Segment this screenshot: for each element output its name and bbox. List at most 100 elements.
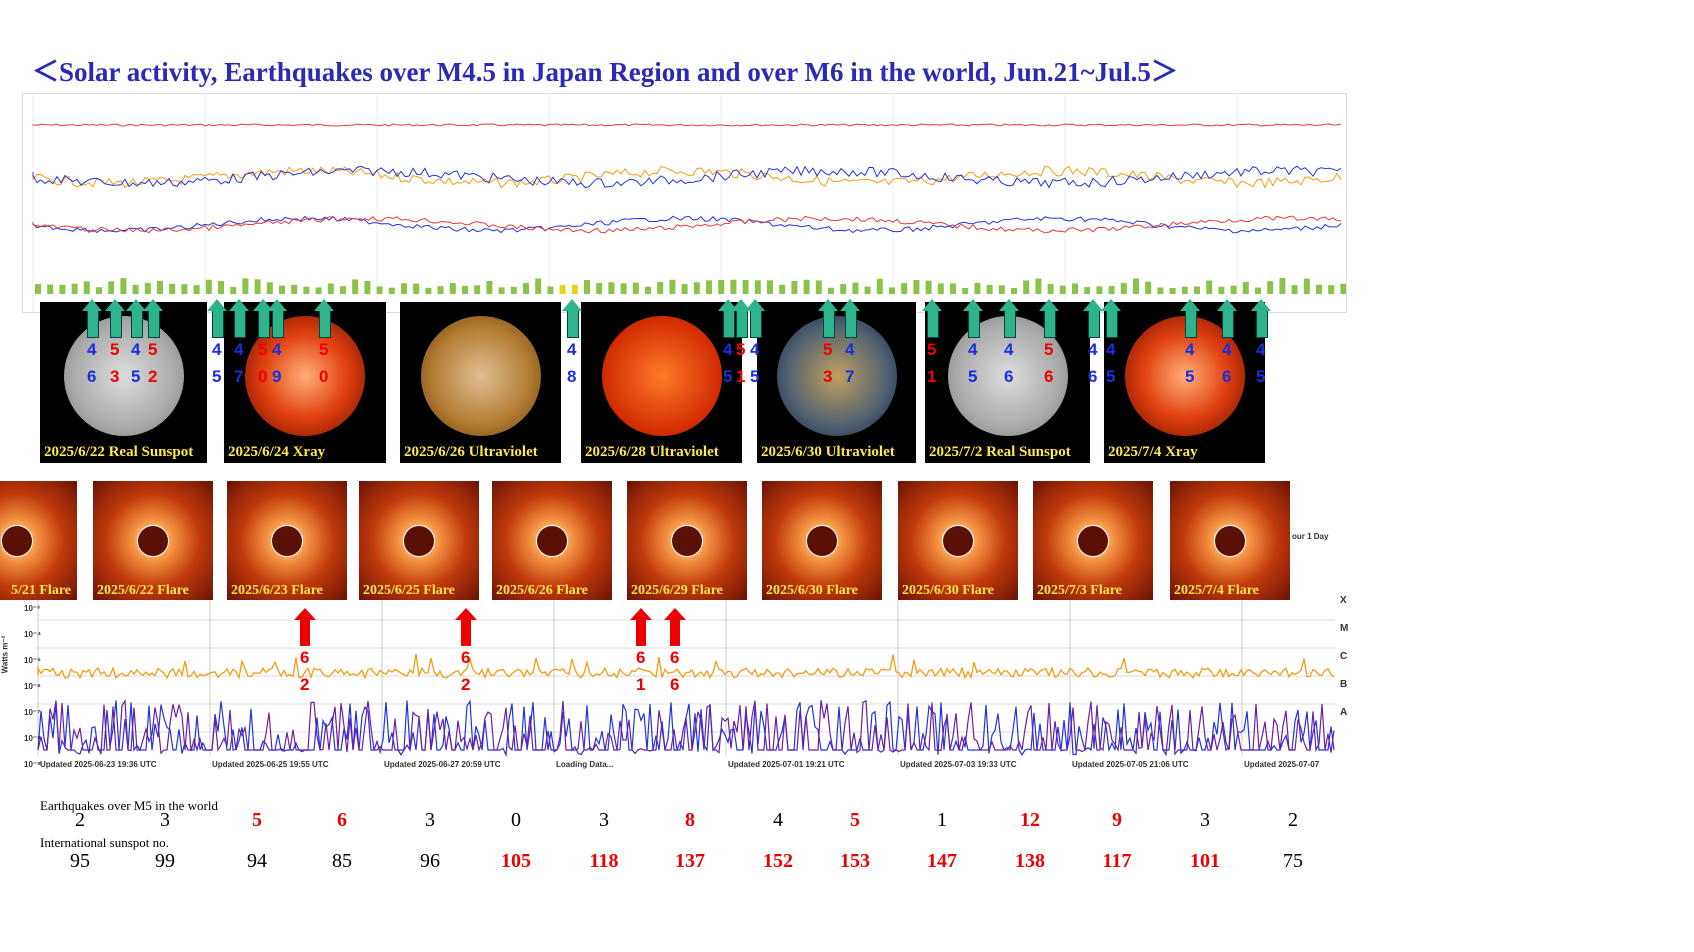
y-tick: 10⁻⁹: [24, 760, 41, 769]
flare-label: 2025/6/30 Flare: [902, 583, 994, 598]
kp-bar: [340, 286, 346, 294]
kp-bar: [559, 285, 566, 294]
kp-bar: [1279, 278, 1286, 294]
kp-bar: [864, 286, 871, 294]
earthquake-count: 6: [337, 809, 347, 831]
flare-image: 2025/7/4 Flare: [1170, 481, 1290, 600]
kp-bar: [669, 279, 676, 294]
kp-bar: [1206, 280, 1213, 294]
kp-bar: [388, 287, 395, 294]
kp-bar: [1035, 278, 1042, 294]
sunspot-label: International sunspot no.: [40, 835, 169, 850]
earthquakes-label: Earthquakes over M5 in the world: [40, 798, 218, 813]
flare-class-label: B: [1340, 679, 1348, 690]
goes-trace: [32, 123, 1342, 127]
world-quake-arrow: [630, 608, 652, 646]
quake-magnitude-decimal: 3: [110, 367, 120, 386]
quake-arrow: [1039, 299, 1059, 338]
quake-arrow: [818, 299, 838, 338]
kp-bar: [535, 278, 542, 294]
quake-magnitude-decimal: 6: [1004, 367, 1014, 386]
kp-bar: [718, 279, 725, 294]
quake-arrow: [1251, 299, 1271, 338]
quake-arrow: [143, 299, 163, 338]
kp-bar: [510, 286, 517, 294]
coronagraph-occulter: [671, 524, 703, 557]
quake-magnitude: 4: [87, 340, 97, 359]
kp-bar: [730, 279, 737, 294]
flare-image: 5/21 Flare: [0, 481, 77, 600]
kp-bar: [449, 283, 456, 294]
quake-magnitude-decimal: 2: [148, 367, 158, 386]
flare-class-label: M: [1340, 623, 1349, 634]
kp-bar: [950, 283, 956, 294]
kp-bar: [962, 287, 969, 294]
flare-class-label: C: [1340, 651, 1348, 662]
kp-bar: [657, 282, 664, 294]
quake-arrow: [840, 299, 860, 338]
quake-magnitude: 5: [736, 340, 746, 359]
kp-bar: [901, 283, 908, 294]
kp-bar: [96, 287, 102, 294]
kp-bar: [1059, 285, 1066, 294]
update-timestamp: Updated 2025-06-23 19:36 UTC: [40, 760, 157, 769]
goes-trace: [32, 215, 1342, 234]
earthquake-count: 4: [773, 809, 783, 831]
earthquake-count: 12: [1020, 809, 1040, 831]
y-tick: 10⁻³: [24, 604, 40, 613]
quake-arrow: [126, 299, 146, 338]
sunspot-count: 118: [589, 850, 619, 872]
flare-label: 2025/6/23 Flare: [231, 583, 323, 598]
kp-bar: [645, 286, 651, 294]
page-title: ＜Solar activity, Earthquakes over M4.5 i…: [32, 57, 1178, 87]
quake-magnitude-decimal: 5: [1185, 367, 1195, 386]
update-timestamp: Updated 2025-07-03 19:33 UTC: [900, 760, 1017, 769]
kp-bar: [547, 286, 554, 294]
sun-image: 2025/6/26 Ultraviolet: [400, 302, 561, 463]
sunspot-count: 137: [675, 850, 705, 872]
sun-disk: [420, 316, 541, 437]
quake-magnitude: 5: [319, 340, 329, 359]
kp-bar: [1340, 283, 1346, 294]
flare-class-label: X: [1340, 595, 1347, 606]
sunspot-count: 117: [1102, 850, 1132, 872]
kp-bar: [59, 284, 66, 294]
quake-magnitude-decimal: 6: [1044, 367, 1054, 386]
coronagraph-occulter: [271, 524, 303, 557]
kp-bar: [840, 283, 847, 294]
quake-magnitude-decimal: 5: [1256, 367, 1266, 386]
flare-image: 2025/6/22 Flare: [93, 481, 213, 600]
flare-label: 5/21 Flare: [10, 583, 71, 598]
quake-magnitude: 4: [723, 340, 733, 359]
quake-magnitude: 4: [845, 340, 855, 359]
quake-magnitude-decimal: 9: [272, 367, 282, 386]
y-tick: 10⁻⁶: [24, 682, 41, 691]
kp-bar: [291, 284, 298, 294]
goes-trace: [32, 165, 1342, 189]
world-quake-decimal: 2: [461, 675, 471, 694]
coronagraph-occulter: [806, 524, 838, 557]
quake-magnitude: 4: [272, 340, 282, 359]
quake-magnitude: 5: [1044, 340, 1054, 359]
y-tick: 10⁻⁸: [24, 734, 41, 743]
quake-magnitude-decimal: 5: [750, 367, 760, 386]
quake-magnitude-decimal: 5: [968, 367, 978, 386]
quake-magnitude-decimal: 1: [736, 367, 746, 386]
kp-bar: [1194, 286, 1200, 294]
quake-magnitude-decimal: 7: [845, 367, 855, 386]
kp-bar: [986, 284, 993, 294]
kp-bar: [401, 283, 407, 294]
kp-bar: [254, 279, 261, 294]
sunspot-count: 147: [927, 850, 957, 872]
kp-bar: [462, 285, 468, 294]
quake-magnitude: 5: [927, 340, 937, 359]
sun-image-label: 2025/6/26 Ultraviolet: [404, 444, 538, 460]
kp-bar: [181, 284, 188, 294]
quake-arrow: [1083, 299, 1103, 338]
kp-bar: [681, 284, 688, 294]
kp-bar: [584, 279, 590, 294]
quake-magnitude: 5: [110, 340, 120, 359]
sun-image-label: 2025/6/24 Xray: [228, 444, 326, 460]
quake-magnitude: 4: [212, 340, 222, 359]
quake-magnitude: 4: [1256, 340, 1266, 359]
